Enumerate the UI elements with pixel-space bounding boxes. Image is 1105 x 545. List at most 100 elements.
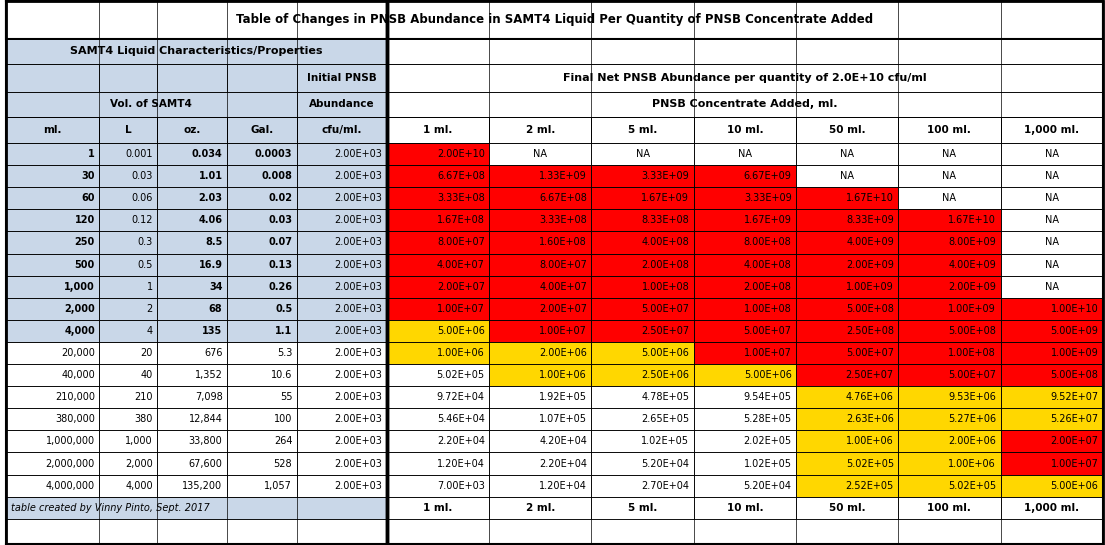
Text: 2.03: 2.03	[199, 193, 222, 203]
Text: 120: 120	[75, 215, 95, 226]
Bar	[296, 364, 387, 386]
Bar	[591, 276, 694, 298]
Text: NA: NA	[1044, 149, 1059, 159]
Text: 1.67E+09: 1.67E+09	[641, 193, 690, 203]
Bar	[591, 408, 694, 431]
Bar	[157, 386, 227, 408]
Bar	[227, 386, 296, 408]
Text: 0.03: 0.03	[131, 171, 152, 181]
Bar	[1000, 209, 1103, 232]
Bar	[157, 431, 227, 452]
Bar	[227, 117, 296, 143]
Bar	[99, 253, 157, 276]
Bar	[387, 364, 490, 386]
Bar	[490, 320, 591, 342]
Text: 68: 68	[209, 304, 222, 314]
Bar	[99, 276, 157, 298]
Text: 2.00E+07: 2.00E+07	[1051, 437, 1098, 446]
Text: 2.00E+03: 2.00E+03	[335, 282, 382, 292]
Text: 1.00E+06: 1.00E+06	[436, 348, 485, 358]
Text: 0.06: 0.06	[131, 193, 152, 203]
Bar	[591, 320, 694, 342]
Text: 0.07: 0.07	[269, 238, 292, 247]
Bar	[591, 187, 694, 209]
Text: 5.02E+05: 5.02E+05	[845, 458, 894, 469]
Bar	[296, 276, 387, 298]
Bar	[227, 364, 296, 386]
Text: 250: 250	[75, 238, 95, 247]
Text: 1 ml.: 1 ml.	[423, 502, 453, 513]
Bar	[490, 452, 591, 475]
Bar	[6, 386, 99, 408]
Text: 1,000 ml.: 1,000 ml.	[1024, 125, 1080, 135]
Bar	[387, 320, 490, 342]
Bar	[6, 232, 99, 253]
Bar	[387, 475, 490, 496]
Text: NA: NA	[1044, 215, 1059, 226]
Text: 1: 1	[147, 282, 152, 292]
Text: 1.20E+04: 1.20E+04	[436, 458, 485, 469]
Text: 33,800: 33,800	[189, 437, 222, 446]
Text: 0.5: 0.5	[275, 304, 292, 314]
Text: 1.1: 1.1	[275, 326, 292, 336]
Text: 1,000,000: 1,000,000	[45, 437, 95, 446]
Bar	[6, 320, 99, 342]
Text: 0.5: 0.5	[137, 259, 152, 270]
Text: 40,000: 40,000	[61, 370, 95, 380]
Bar	[387, 64, 1103, 92]
Text: 1.00E+07: 1.00E+07	[539, 326, 587, 336]
Text: 8.00E+09: 8.00E+09	[948, 238, 996, 247]
Bar	[694, 475, 796, 496]
Bar	[694, 232, 796, 253]
Bar	[387, 253, 490, 276]
Bar	[1000, 408, 1103, 431]
Bar	[99, 408, 157, 431]
Text: 3.33E+09: 3.33E+09	[744, 193, 791, 203]
Text: 1 ml.: 1 ml.	[423, 125, 453, 135]
Text: 5 ml.: 5 ml.	[628, 125, 657, 135]
Bar	[591, 342, 694, 364]
Bar	[99, 431, 157, 452]
Bar	[1000, 165, 1103, 187]
Bar	[296, 253, 387, 276]
Bar	[99, 386, 157, 408]
Text: 7,098: 7,098	[194, 392, 222, 402]
Bar	[591, 232, 694, 253]
Text: 34: 34	[209, 282, 222, 292]
Bar	[591, 117, 694, 143]
Bar	[796, 253, 898, 276]
Bar	[387, 342, 490, 364]
Text: 1,000 ml.: 1,000 ml.	[1024, 502, 1080, 513]
Text: 2.50E+06: 2.50E+06	[641, 370, 690, 380]
Text: NA: NA	[840, 171, 854, 181]
Bar	[157, 209, 227, 232]
Bar	[157, 475, 227, 496]
Text: 5.28E+05: 5.28E+05	[744, 414, 791, 425]
Text: 2.00E+07: 2.00E+07	[436, 282, 485, 292]
Bar	[898, 408, 1000, 431]
Bar	[694, 209, 796, 232]
Bar	[296, 232, 387, 253]
Bar	[796, 364, 898, 386]
Bar	[591, 143, 694, 165]
Text: 135,200: 135,200	[182, 481, 222, 490]
Bar	[6, 39, 387, 64]
Bar	[387, 496, 490, 519]
Text: 10 ml.: 10 ml.	[727, 502, 764, 513]
Bar	[694, 496, 796, 519]
Bar	[898, 364, 1000, 386]
Bar	[694, 298, 796, 320]
Text: 1.00E+08: 1.00E+08	[642, 282, 690, 292]
Text: 1.01: 1.01	[199, 171, 222, 181]
Bar	[796, 298, 898, 320]
Bar	[157, 187, 227, 209]
Text: 2,000: 2,000	[64, 304, 95, 314]
Text: 4,000,000: 4,000,000	[45, 481, 95, 490]
Text: 0.0003: 0.0003	[255, 149, 292, 159]
Text: 4.00E+08: 4.00E+08	[744, 259, 791, 270]
Text: 4,000: 4,000	[125, 481, 152, 490]
Text: 2.50E+07: 2.50E+07	[845, 370, 894, 380]
Text: 0.03: 0.03	[269, 215, 292, 226]
Text: 1.00E+07: 1.00E+07	[436, 304, 485, 314]
Text: 2.00E+06: 2.00E+06	[539, 348, 587, 358]
